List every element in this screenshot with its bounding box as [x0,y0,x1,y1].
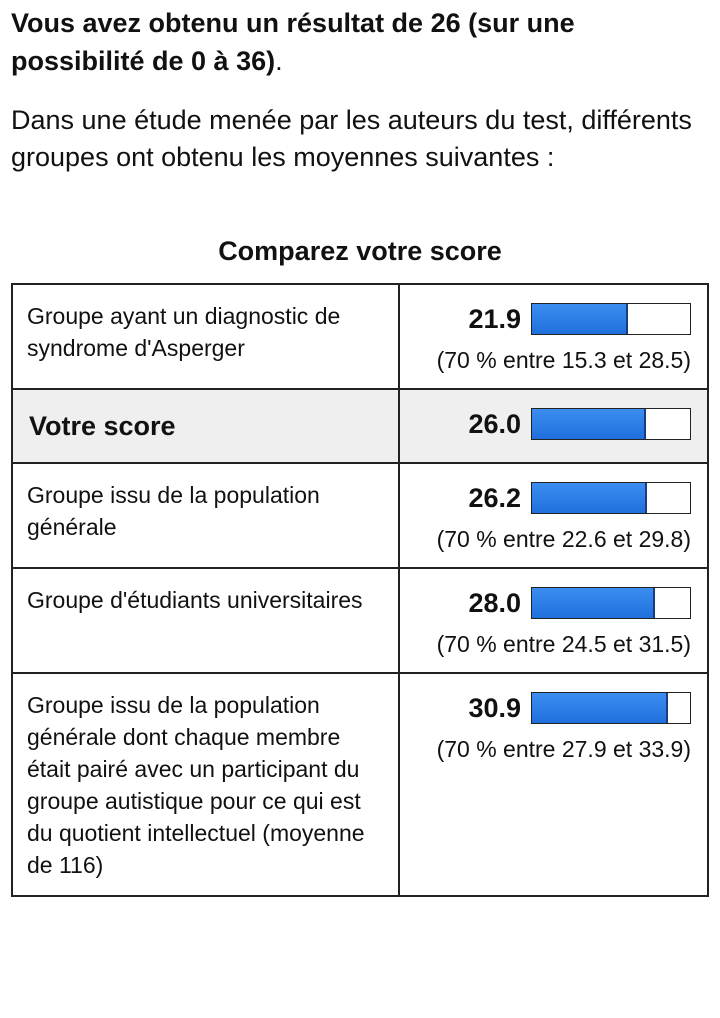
row-label: Groupe issu de la population générale [11,462,400,569]
row-score: 26.2 (70 % entre 22.6 et 29.8) [398,462,709,569]
result-tail: . [275,46,283,76]
score-bar [532,693,668,723]
score-range: (70 % entre 22.6 et 29.8) [436,526,691,552]
score-bar-track [531,692,691,724]
score-bar [532,588,655,618]
row-label: Groupe d'étudiants universitaires [11,567,400,674]
score-range: (70 % entre 27.9 et 33.9) [436,736,691,762]
row-label: Groupe issu de la population générale do… [11,672,400,897]
score-bar-track [531,482,691,514]
content: Vous avez obtenu un résultat de 26 (sur … [11,4,709,897]
result-text: Vous avez obtenu un résultat de 26 (sur … [11,8,575,76]
score-bar [532,304,629,334]
intro: Dans une étude menée par les auteurs du … [11,105,692,172]
table-row: Votre score 26.0 [11,388,709,464]
table-row: Groupe issu de la population générale 26.… [11,462,709,569]
row-score: 30.9 (70 % entre 27.9 et 33.9) [398,672,709,897]
row-score: 26.0 [398,388,709,464]
score-line: 26.0 [416,408,691,440]
table-caption: Comparez votre score [218,236,502,266]
row-label: Votre score [11,388,400,464]
score-range: (70 % entre 15.3 et 28.5) [436,347,691,373]
score-value: 26.2 [468,482,521,513]
table-row: Groupe ayant un diagnostic de syndrome d… [11,283,709,390]
row-label: Groupe ayant un diagnostic de syndrome d… [11,283,400,390]
score-table: Groupe ayant un diagnostic de syndrome d… [11,283,709,897]
score-bar [532,483,647,513]
score-line: 21.9 [414,303,691,335]
score-range: (70 % entre 24.5 et 31.5) [436,631,691,657]
row-score: 21.9 (70 % entre 15.3 et 28.5) [398,283,709,390]
score-value: 26.0 [468,408,521,439]
score-bar-track [531,303,691,335]
score-bar [532,409,647,439]
score-value: 21.9 [468,303,521,334]
row-score: 28.0 (70 % entre 24.5 et 31.5) [398,567,709,674]
score-line: 30.9 [414,692,691,724]
score-line: 28.0 [414,587,691,619]
score-bar-track [531,408,691,440]
table-row: Groupe d'étudiants universitaires 28.0 (70… [11,567,709,674]
score-line: 26.2 [414,482,691,514]
result: Vous avez obtenu un résultat de 26 (sur … [11,4,709,80]
table-body: Groupe ayant un diagnostic de syndrome d… [11,283,709,897]
table-row: Groupe issu de la population générale do… [11,672,709,897]
score-value: 28.0 [468,587,521,618]
score-value: 30.9 [468,692,521,723]
score-bar-track [531,587,691,619]
